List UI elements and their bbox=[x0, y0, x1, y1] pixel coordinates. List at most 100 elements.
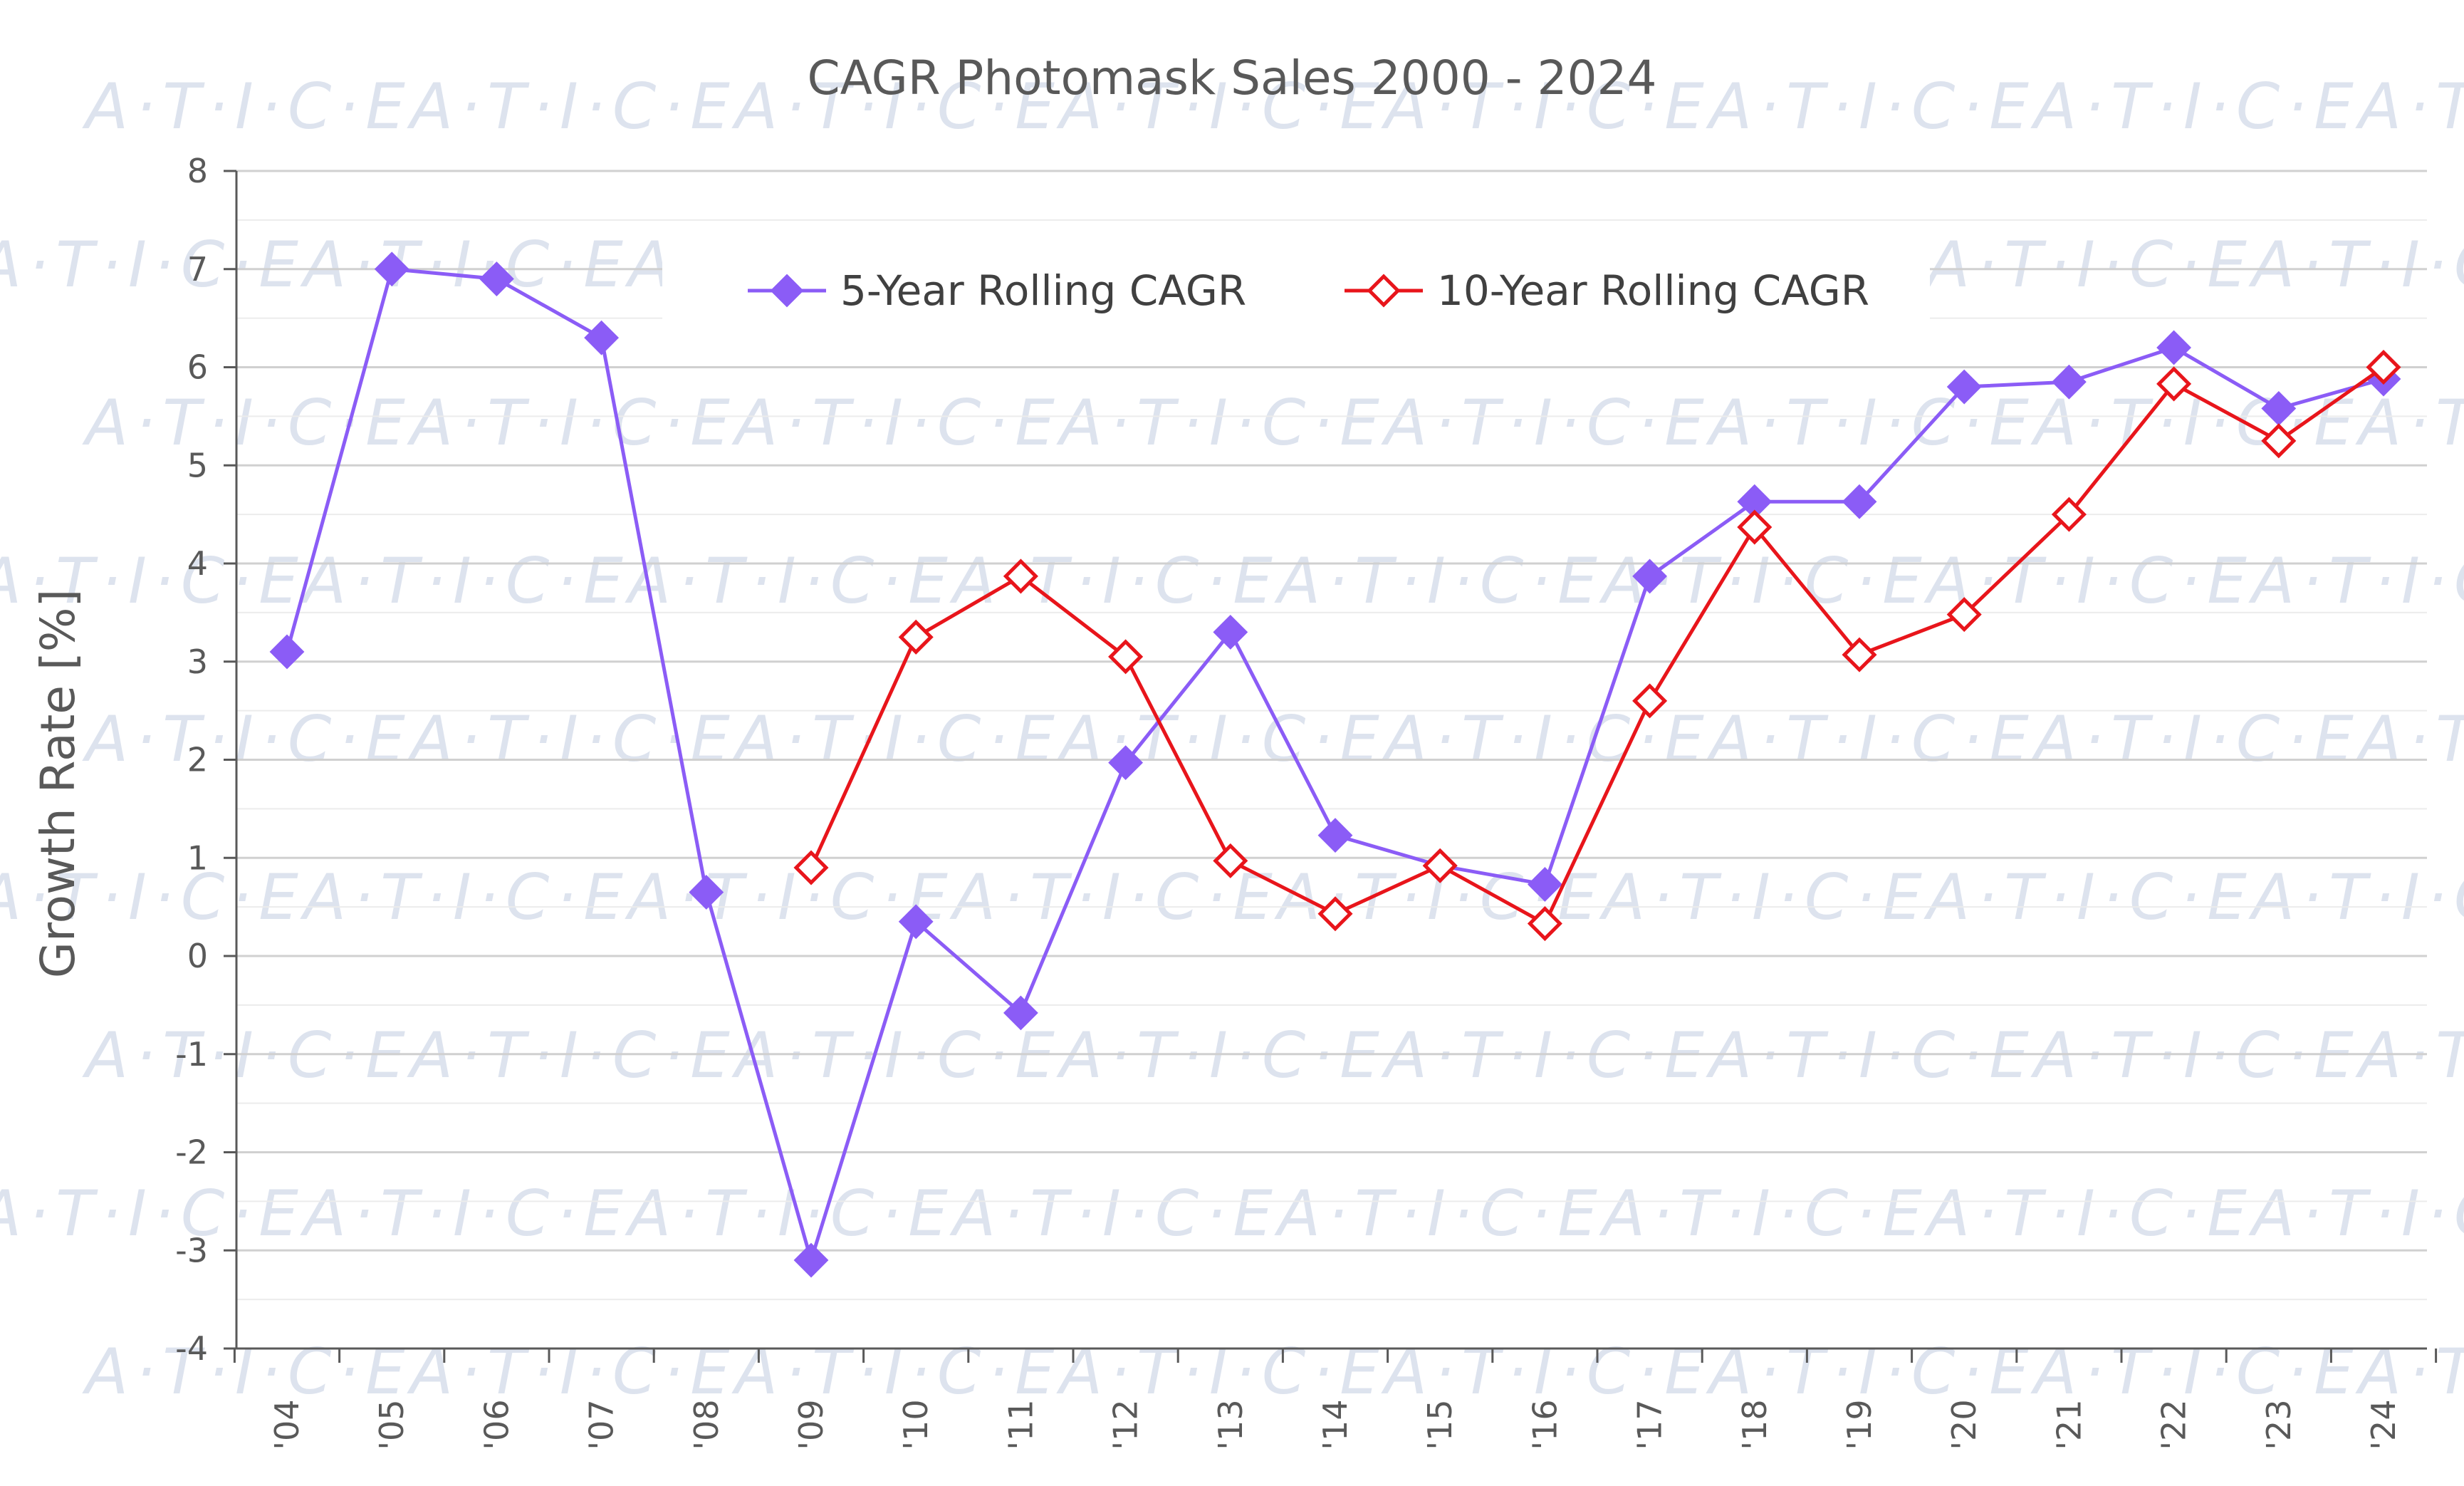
watermark-text: A·T·I·C·E bbox=[731, 1335, 1062, 1408]
watermark-text: A·T·I·C·E bbox=[2030, 70, 2361, 143]
data-point bbox=[1003, 558, 1038, 594]
x-tick-label: '18 bbox=[1735, 1399, 1774, 1450]
gridlines bbox=[236, 170, 2427, 1350]
series-10-year bbox=[793, 349, 2401, 942]
watermark-text: A·T·I·C·E bbox=[949, 544, 1280, 618]
watermark-text: A·T·I·C·E bbox=[1706, 1335, 2036, 1408]
watermark-text: A·T·I·C·E bbox=[300, 228, 630, 301]
watermark-text: A·T·I·C·E bbox=[1599, 1177, 1929, 1250]
watermark-text: A·T·I·C·E bbox=[82, 702, 412, 776]
data-point bbox=[1842, 484, 1877, 519]
watermark-text: A·T·I·C·E bbox=[407, 1019, 737, 1092]
watermark-text: A·T·I·C·E bbox=[1381, 1019, 1711, 1092]
data-point bbox=[1946, 369, 1982, 405]
data-point bbox=[2156, 330, 2192, 365]
watermark-text: A·T·I·C·E bbox=[949, 861, 1280, 934]
watermark-text: A·T·I·C·E bbox=[2355, 1019, 2464, 1092]
data-point bbox=[2051, 364, 2087, 400]
series-layer bbox=[269, 251, 2401, 1278]
legend-item-5-year: 5-Year Rolling CAGR bbox=[748, 266, 1246, 315]
legend-marker bbox=[1367, 274, 1401, 308]
data-point bbox=[898, 619, 934, 655]
watermark-text: A·T·I·C·E bbox=[0, 861, 306, 934]
watermark-text: A·T·I·C·E bbox=[2355, 70, 2464, 143]
watermark-text: A·T·I·C·E bbox=[82, 1335, 412, 1408]
watermark-text: A·T·I·C·E bbox=[2030, 1335, 2361, 1408]
y-tick-label: 2 bbox=[187, 741, 208, 779]
y-tick-label: -1 bbox=[175, 1035, 208, 1074]
x-tick-label: '09 bbox=[792, 1399, 830, 1450]
data-point bbox=[1317, 818, 1353, 853]
y-axis-label: Growth Rate [%] bbox=[31, 589, 85, 978]
watermark-text: A·T·I·C·E bbox=[2030, 702, 2361, 776]
watermark-text: A·T·I·C·E bbox=[407, 386, 737, 459]
watermark-text: A·T·I·C·E bbox=[300, 1177, 630, 1250]
x-tick-label: '21 bbox=[2050, 1399, 2088, 1450]
watermark-text: A·T·I·C·E bbox=[82, 1019, 412, 1092]
watermark-text: A·T·I·C·E bbox=[1923, 544, 2254, 618]
data-point bbox=[1213, 615, 1248, 650]
watermark-text: A·T·I·C·E bbox=[1706, 386, 2036, 459]
data-point bbox=[1108, 745, 1144, 781]
watermark-text: A·T·I·C·E bbox=[82, 70, 412, 143]
chart-title: CAGR Photomask Sales 2000 - 2024 bbox=[808, 51, 1657, 105]
data-point bbox=[584, 320, 620, 355]
x-tick-label: '04 bbox=[268, 1399, 306, 1450]
data-point bbox=[269, 634, 305, 670]
watermark-text: A·T·I·C·E bbox=[625, 544, 955, 618]
watermark-text: A·T·I·C·E bbox=[625, 1177, 955, 1250]
watermark-text: A·T·I·C·E bbox=[2248, 1177, 2464, 1250]
legend-label: 5-Year Rolling CAGR bbox=[840, 266, 1246, 315]
watermark-text: A·T·I·C·E bbox=[300, 544, 630, 618]
watermark-text: A·T·I·C·E bbox=[0, 1177, 306, 1250]
y-tick-label: 6 bbox=[187, 348, 208, 387]
watermark-text: A·T·I·C·E bbox=[1381, 1335, 1711, 1408]
y-tick-label: 1 bbox=[187, 838, 208, 877]
x-tick-label: '08 bbox=[687, 1399, 726, 1450]
data-point bbox=[898, 904, 934, 940]
watermark-text: A·T·I·C·E bbox=[949, 1177, 1280, 1250]
data-point bbox=[1422, 848, 1458, 883]
x-tick-label: '22 bbox=[2155, 1399, 2193, 1450]
watermark-text: A·T·I·C·E bbox=[1056, 1019, 1387, 1092]
watermark-text: A·T·I·C·E bbox=[1599, 861, 1929, 934]
legend-background bbox=[662, 235, 1930, 342]
x-tick-label: '23 bbox=[2260, 1399, 2298, 1450]
data-point bbox=[793, 1242, 829, 1278]
watermark-text: A·T·I·C·E bbox=[625, 861, 955, 934]
x-tick-label: '11 bbox=[1001, 1399, 1040, 1450]
y-tick-label: 0 bbox=[187, 937, 208, 975]
y-tick-label: -2 bbox=[175, 1133, 208, 1172]
data-point bbox=[1842, 637, 1877, 672]
watermark-text: A·T·I·C·E bbox=[1056, 702, 1387, 776]
x-tick-label: '07 bbox=[583, 1399, 621, 1450]
watermark-text: A·T·I·C·E bbox=[2355, 386, 2464, 459]
legend: 5-Year Rolling CAGR 10-Year Rolling CAGR bbox=[748, 266, 1869, 315]
x-tick-label: '20 bbox=[1945, 1399, 1983, 1450]
watermark-text: A·T·I·C·E bbox=[2355, 1335, 2464, 1408]
data-point bbox=[1632, 558, 1668, 594]
watermark-text: A·T·I·C·E bbox=[1923, 1177, 2254, 1250]
data-point bbox=[1527, 867, 1562, 902]
watermark-text: A·T·I·C·E bbox=[1274, 1177, 1604, 1250]
y-tick-label: 3 bbox=[187, 643, 208, 681]
data-point bbox=[2261, 423, 2297, 459]
x-tick-label: '19 bbox=[1840, 1399, 1879, 1450]
watermark-text: A·T·I·C·E bbox=[1381, 386, 1711, 459]
y-tick-label: -4 bbox=[175, 1329, 208, 1368]
watermark-text: A·T·I·C·E bbox=[1923, 228, 2254, 301]
watermark-text: A·T·I·C·E bbox=[2030, 386, 2361, 459]
watermark-text: A·T·I·C·E bbox=[1381, 702, 1711, 776]
legend-item-10-year: 10-Year Rolling CAGR bbox=[1345, 266, 1869, 315]
data-point bbox=[374, 251, 409, 287]
y-tick-label: -3 bbox=[175, 1231, 208, 1269]
watermark-text: A·T·I·C·E bbox=[731, 702, 1062, 776]
data-point bbox=[1108, 639, 1144, 675]
y-tick-label: 7 bbox=[187, 250, 208, 289]
data-point bbox=[1632, 683, 1668, 719]
watermark-text: A·T·I·C·E bbox=[2248, 544, 2464, 618]
watermark-text: A·T·I·C·E bbox=[1381, 70, 1711, 143]
watermark-text: A·T·I·C·E bbox=[731, 1019, 1062, 1092]
data-point bbox=[1737, 509, 1773, 545]
data-point bbox=[479, 261, 514, 296]
